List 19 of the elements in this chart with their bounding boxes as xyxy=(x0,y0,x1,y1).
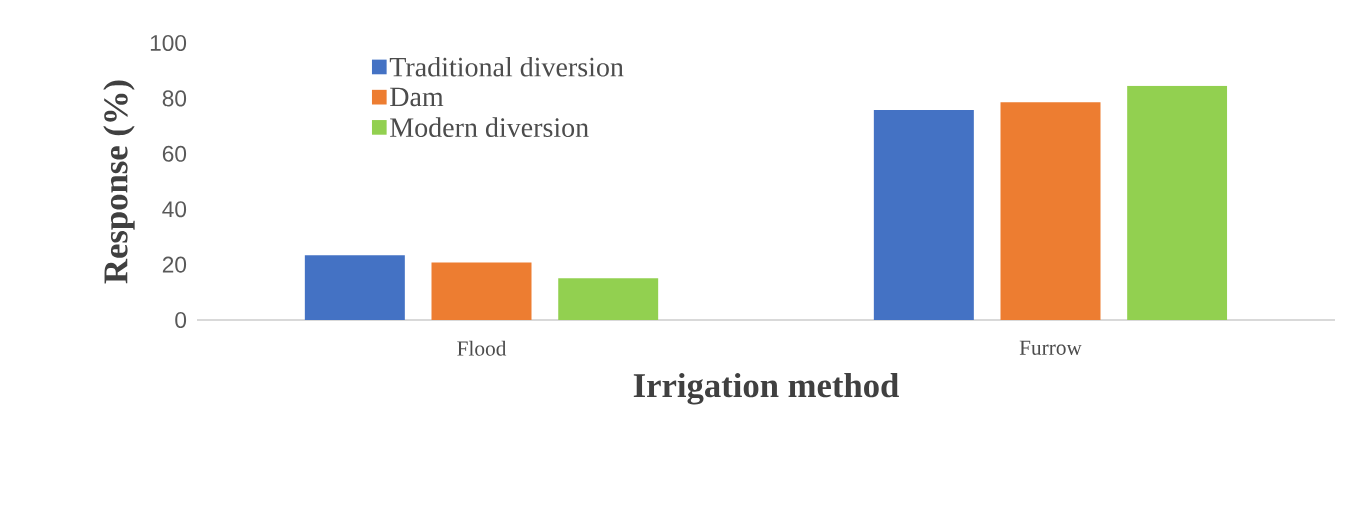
legend-label: Modern diversion xyxy=(390,117,589,138)
y-tick-label: 60 xyxy=(162,145,187,162)
legend-label: Dam xyxy=(390,87,444,107)
legend-label: Traditional diversion xyxy=(389,56,624,77)
y-tick-label: 100 xyxy=(150,34,187,52)
x-tick-label: Furrow xyxy=(1019,340,1082,355)
bar xyxy=(431,262,532,320)
x-axis-title: Irrigation method xyxy=(633,372,899,405)
y-tick-label: 80 xyxy=(162,90,187,107)
bar xyxy=(873,110,974,320)
bar xyxy=(1000,102,1101,320)
y-tick-label: 20 xyxy=(162,256,187,273)
bar xyxy=(1127,85,1228,320)
x-tick-label: Flood xyxy=(457,340,507,356)
y-axis-title: Response (%) xyxy=(103,80,135,284)
bar xyxy=(558,278,659,320)
y-tick-label: 40 xyxy=(162,201,187,218)
y-tick-label: 0 xyxy=(175,311,187,329)
bar xyxy=(304,255,405,320)
